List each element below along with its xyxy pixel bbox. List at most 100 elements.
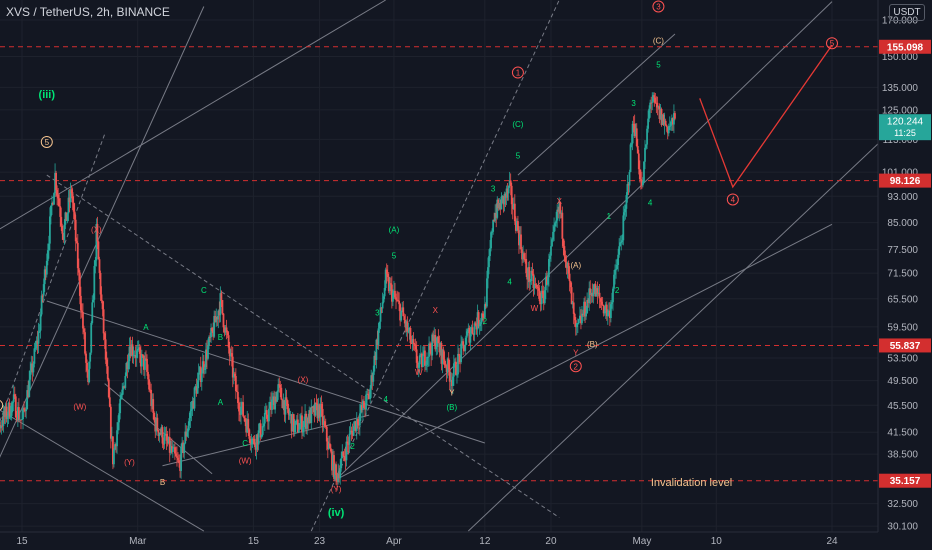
wave-label: B: [160, 478, 165, 487]
wave-label-circle: [0, 400, 4, 411]
candle-body: [8, 402, 11, 418]
candle-body: [56, 189, 59, 195]
candle-body: [401, 307, 404, 311]
wave-label: (W): [239, 456, 252, 465]
candle-body: [125, 363, 128, 376]
candle-body: [322, 421, 325, 426]
candle-body: [344, 456, 347, 461]
candle-body: [294, 420, 297, 426]
candle-body: [429, 343, 431, 351]
candle-body: [366, 393, 368, 395]
y-tick-label: 30.100: [887, 522, 918, 533]
candle-body: [297, 429, 300, 433]
candle-body: [387, 277, 390, 292]
candle-body: [96, 223, 99, 242]
y-tick-label: 38.500: [887, 450, 918, 461]
candle-body: [542, 293, 545, 304]
candle-body: [99, 272, 102, 295]
y-tick-label: 93.000: [887, 192, 918, 203]
candle-body: [65, 212, 68, 221]
candle-body: [28, 379, 31, 398]
candle-body: [209, 336, 211, 338]
candle-body: [283, 400, 286, 415]
candle-body: [474, 323, 477, 326]
candle-body: [13, 394, 16, 397]
candle-body: [67, 197, 70, 214]
candle-body: [489, 248, 491, 257]
candle-body: [90, 322, 93, 353]
candle-body: [261, 426, 264, 435]
candle-body: [557, 209, 560, 212]
candle-body: [601, 304, 604, 306]
candle-body: [159, 433, 162, 435]
candle-body: [118, 413, 121, 423]
candle-body: [346, 441, 349, 444]
candle-body: [383, 287, 386, 297]
wave-label: 3: [375, 308, 380, 317]
candle-body: [614, 269, 616, 275]
candle-body: [237, 391, 239, 403]
candle-body: [577, 319, 580, 324]
candle-body: [191, 400, 194, 410]
candle-body: [640, 180, 643, 186]
candle-body: [659, 108, 662, 120]
candle-body: [153, 412, 156, 421]
candle-body: [576, 323, 579, 325]
candle-body: [587, 299, 590, 303]
candle-body: [216, 316, 219, 320]
y-tick-label: 49.500: [887, 376, 918, 387]
candle-body: [427, 356, 429, 358]
candle-body: [4, 406, 7, 417]
wave-label: 4: [731, 195, 736, 204]
candle-body: [211, 328, 214, 332]
candle-body: [572, 302, 575, 314]
candle-body: [315, 402, 318, 404]
candle-body: [266, 418, 269, 422]
candle-body: [552, 231, 554, 240]
candle-body: [606, 312, 609, 317]
candle-body: [662, 114, 665, 125]
candle-body: [144, 358, 146, 370]
level-tag: [879, 473, 931, 488]
candle-body: [180, 446, 183, 471]
candle-body: [380, 307, 383, 309]
candle-body: [464, 344, 467, 351]
candle-body: [559, 201, 562, 214]
candle-body: [610, 304, 612, 318]
candle-body: [250, 443, 253, 445]
candle-body: [53, 193, 55, 205]
candle-body: [327, 443, 330, 450]
candle-body: [135, 350, 138, 358]
candle-body: [58, 198, 61, 207]
currency-button[interactable]: USDT: [889, 4, 925, 21]
plot-background: [0, 0, 878, 532]
candle-body: [316, 403, 319, 419]
wave-label: 4: [383, 395, 388, 404]
candle-body: [457, 353, 459, 375]
candle-body: [431, 334, 434, 356]
candle-body: [228, 347, 231, 357]
candle-body: [378, 321, 381, 329]
candle-body: [214, 316, 217, 323]
candle-body: [439, 343, 442, 353]
candle-body: [445, 366, 448, 372]
candle-body: [167, 437, 170, 444]
chart-title: XVS / TetherUS, 2h, BINANCE: [6, 5, 170, 19]
candle-body: [388, 283, 391, 292]
candle-body: [126, 363, 129, 370]
candle-body: [143, 355, 145, 370]
candle-body: [656, 102, 659, 108]
candle-body: [493, 220, 496, 222]
candle-body: [573, 313, 576, 321]
candle-body: [566, 263, 569, 269]
candle-body: [23, 408, 25, 410]
candle-body: [55, 172, 57, 190]
candle-body: [22, 408, 24, 420]
candle-body: [567, 263, 570, 274]
candle-body: [277, 384, 280, 392]
candle-body: [509, 180, 512, 186]
candle-body: [340, 458, 343, 469]
candle-body: [460, 343, 462, 363]
wave-label: (W): [73, 403, 86, 412]
